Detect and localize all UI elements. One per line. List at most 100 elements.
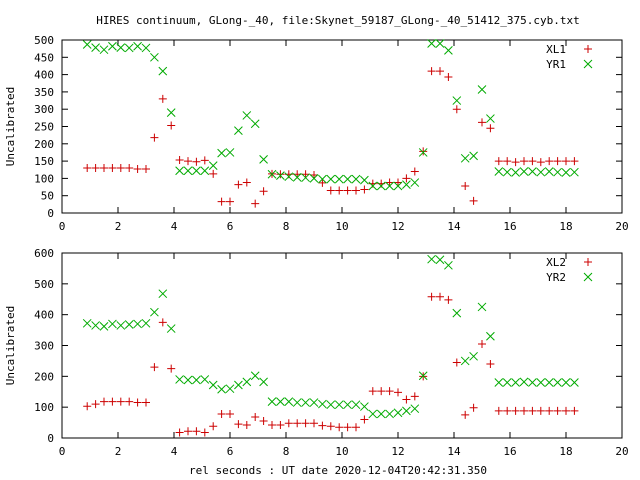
data-point <box>267 169 277 179</box>
legend-label: XL2 <box>546 256 566 269</box>
data-point <box>183 375 193 385</box>
data-point <box>385 409 394 419</box>
data-point <box>100 164 108 173</box>
x-tick-label: 6 <box>227 445 234 458</box>
data-point <box>343 423 352 432</box>
data-point <box>461 410 470 419</box>
data-point <box>108 41 117 51</box>
data-point <box>494 378 504 387</box>
legend-marker <box>584 45 592 53</box>
data-point <box>334 174 344 184</box>
data-point <box>108 164 117 173</box>
y-axis-label: Uncalibrated <box>4 87 17 166</box>
data-point <box>259 377 268 387</box>
data-point <box>393 181 403 191</box>
data-point <box>334 400 344 410</box>
data-point <box>175 156 184 165</box>
x-tick-label: 2 <box>115 445 122 458</box>
data-point <box>418 148 428 157</box>
data-point <box>427 292 436 301</box>
data-point <box>250 371 260 381</box>
data-point <box>91 400 100 409</box>
y-axis-label: Uncalibrated <box>4 306 17 385</box>
data-point <box>427 67 436 76</box>
y-tick-label: 450 <box>34 51 54 64</box>
data-point <box>368 409 378 419</box>
data-point <box>301 173 310 183</box>
data-point <box>318 421 327 430</box>
data-point <box>402 174 411 183</box>
data-point <box>292 173 302 182</box>
data-point <box>419 147 428 156</box>
data-point <box>452 358 461 367</box>
data-point <box>360 415 369 424</box>
data-point <box>183 166 193 176</box>
data-point <box>91 43 100 52</box>
data-point <box>478 339 486 348</box>
data-point <box>209 169 218 178</box>
x-axis-label: rel seconds : UT date 2020-12-04T20:42:3… <box>189 464 487 477</box>
data-point <box>200 156 209 165</box>
x-tick-label: 20 <box>615 220 628 233</box>
data-point <box>377 387 386 396</box>
data-point <box>536 167 546 177</box>
data-point <box>268 421 276 430</box>
data-point <box>318 178 327 187</box>
data-point <box>309 398 319 407</box>
data-point <box>343 400 352 410</box>
data-point <box>175 428 184 437</box>
data-point <box>519 167 529 176</box>
data-point <box>82 40 92 49</box>
data-point <box>368 181 378 191</box>
data-point <box>376 409 386 419</box>
data-point <box>242 178 251 187</box>
data-point <box>234 126 243 136</box>
data-point <box>225 384 235 394</box>
data-point <box>208 161 218 170</box>
data-point <box>91 164 100 173</box>
y-tick-label: 350 <box>34 86 54 99</box>
data-point <box>352 186 360 195</box>
data-point <box>309 174 319 183</box>
data-point <box>410 404 420 414</box>
data-point <box>133 165 142 174</box>
data-point <box>503 406 512 415</box>
data-point <box>167 364 176 373</box>
data-point <box>242 377 252 387</box>
data-point <box>570 378 579 387</box>
data-point <box>242 421 251 430</box>
data-point <box>477 85 487 94</box>
data-point <box>301 398 310 407</box>
x-tick-label: 10 <box>335 220 348 233</box>
data-point <box>511 406 520 415</box>
y-tick-label: 50 <box>41 190 54 203</box>
data-point <box>83 402 92 411</box>
data-point <box>528 157 537 166</box>
data-point <box>343 174 352 184</box>
data-point <box>402 395 411 404</box>
y-tick-label: 300 <box>34 340 54 353</box>
data-point <box>511 378 520 387</box>
data-point <box>318 399 327 409</box>
data-point <box>410 392 419 401</box>
x-tick-label: 16 <box>503 445 516 458</box>
data-point <box>418 371 428 381</box>
data-point <box>133 398 142 407</box>
data-point <box>166 108 176 118</box>
y-tick-label: 400 <box>34 309 54 322</box>
data-point <box>226 197 234 206</box>
data-point <box>394 178 402 187</box>
data-point <box>544 378 554 387</box>
data-point <box>310 419 318 428</box>
y-tick-label: 600 <box>34 247 54 260</box>
data-point <box>452 96 462 105</box>
data-point <box>452 105 461 114</box>
data-point <box>536 406 545 415</box>
data-point <box>536 158 545 167</box>
data-point <box>192 157 201 166</box>
data-point <box>561 168 571 177</box>
y-tick-label: 200 <box>34 138 54 151</box>
data-point <box>570 157 579 166</box>
y-tick-label: 250 <box>34 121 54 134</box>
